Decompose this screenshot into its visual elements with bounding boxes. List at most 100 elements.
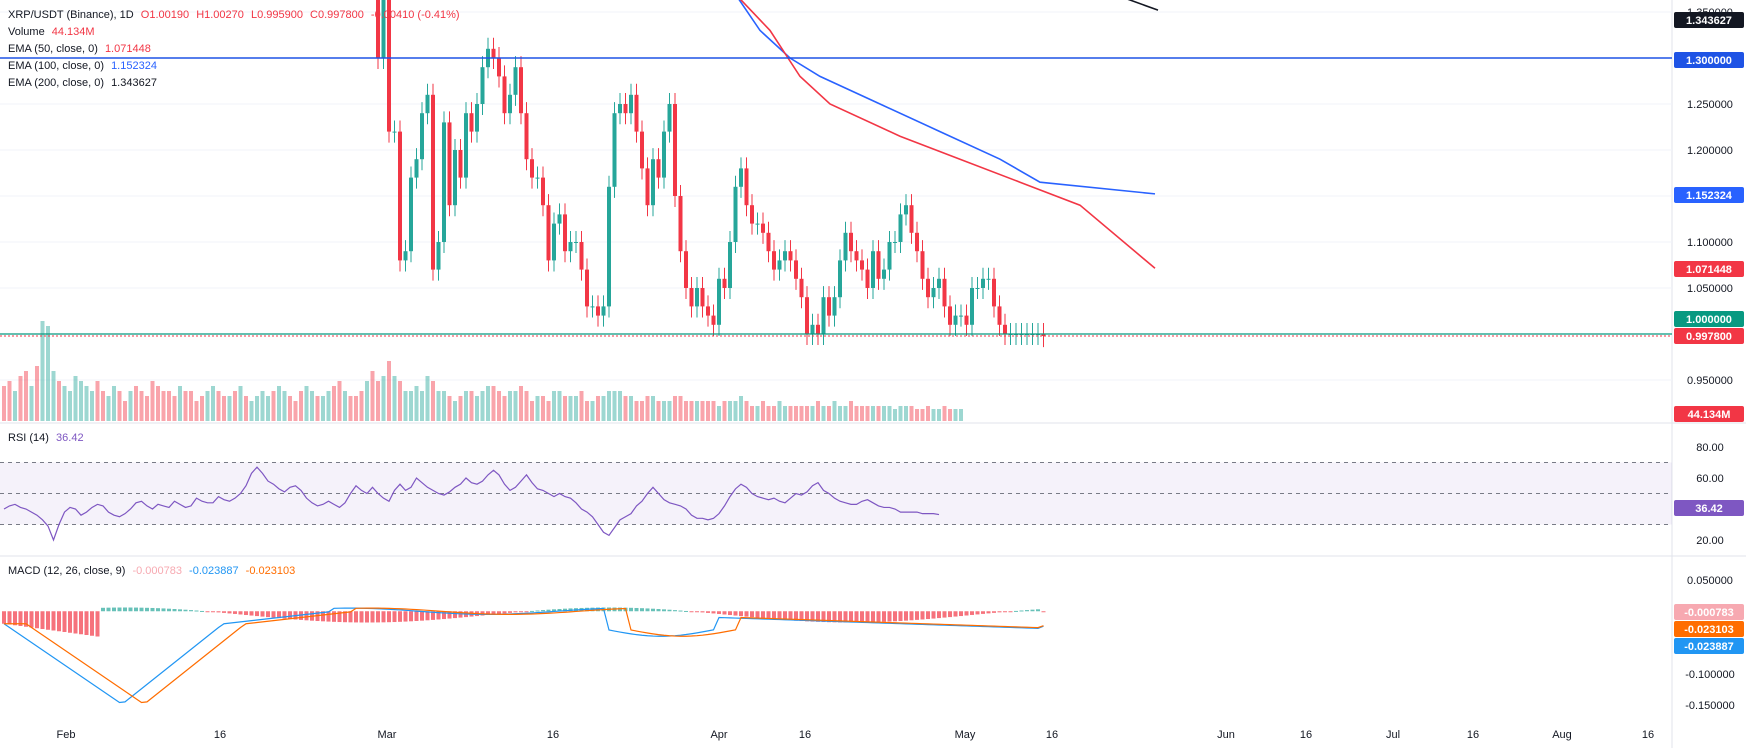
candles bbox=[376, 0, 1046, 348]
candle-body bbox=[854, 251, 859, 261]
volume-bar bbox=[739, 396, 743, 421]
macd-histogram-bar bbox=[546, 609, 551, 612]
macd-histogram-bar bbox=[794, 611, 798, 621]
macd-histogram-bar bbox=[502, 611, 507, 614]
candle-body bbox=[838, 260, 842, 298]
legend-volume[interactable]: Volume 44.134M bbox=[8, 24, 99, 40]
macd-histogram-bar bbox=[893, 611, 897, 622]
macd-histogram-bar bbox=[277, 611, 281, 619]
volume-bar bbox=[332, 386, 336, 421]
legend-ema50[interactable]: EMA (50, close, 0) 1.071448 bbox=[8, 41, 155, 57]
macd-histogram-bar bbox=[178, 609, 182, 612]
macd-histogram-bar bbox=[29, 611, 34, 628]
candle-body bbox=[552, 223, 556, 261]
macd-histogram-bar bbox=[975, 611, 980, 615]
volume-bar bbox=[381, 376, 386, 421]
macd-histogram-bar bbox=[992, 611, 996, 613]
macd-histogram-bar bbox=[282, 611, 287, 619]
macd-histogram-bar bbox=[260, 611, 265, 617]
volume-bar bbox=[959, 409, 963, 421]
candle-body bbox=[563, 214, 567, 252]
volume-bar bbox=[370, 371, 375, 421]
legend-title[interactable]: XRP/USDT (Binance), 1D O1.00190 H1.00270… bbox=[8, 7, 464, 23]
volume-bar bbox=[200, 396, 204, 421]
macd-histogram-bar bbox=[18, 611, 23, 626]
macd-histogram-bar bbox=[167, 608, 171, 612]
macd-histogram-bar bbox=[640, 608, 644, 612]
volume-bar bbox=[552, 391, 556, 421]
horizontal-lines[interactable] bbox=[0, 57, 1672, 337]
ema-lines bbox=[738, 0, 1159, 269]
volume-bar bbox=[172, 396, 177, 421]
volume-bar bbox=[937, 409, 941, 421]
volume-bar bbox=[458, 396, 463, 421]
legend-ema200[interactable]: EMA (200, close, 0) 1.343627 bbox=[8, 75, 161, 91]
volume-bar bbox=[57, 381, 61, 421]
volume-bar bbox=[535, 396, 540, 421]
macd-histogram-bar bbox=[552, 609, 556, 612]
candle-body bbox=[843, 232, 848, 261]
macd-histogram-bar bbox=[205, 611, 210, 613]
rsi-path bbox=[3, 466, 940, 542]
volume-bar bbox=[2, 386, 6, 421]
candle-body bbox=[865, 269, 870, 288]
macd-histogram-bar bbox=[348, 611, 353, 623]
macd-histogram-bar bbox=[183, 609, 188, 612]
candle-body bbox=[755, 223, 760, 225]
candle-body bbox=[893, 242, 897, 243]
macd-histogram-bar bbox=[227, 611, 232, 614]
macd-histogram-bar bbox=[453, 611, 457, 619]
volume-bar bbox=[29, 386, 34, 421]
volume-bar bbox=[827, 406, 831, 421]
volume-bar bbox=[442, 391, 446, 421]
macd-histogram-bar bbox=[838, 611, 842, 623]
grid bbox=[0, 11, 1672, 381]
signal-line bbox=[4, 607, 1044, 704]
x-tick-label: 16 bbox=[799, 729, 811, 741]
candle-body bbox=[458, 150, 463, 178]
legend-macd[interactable]: MACD (12, 26, close, 9) -0.000783 -0.023… bbox=[8, 563, 299, 579]
volume-bar bbox=[90, 391, 94, 421]
candle-body bbox=[937, 278, 941, 288]
volume-bar bbox=[145, 396, 149, 421]
candle-body bbox=[931, 288, 936, 298]
candle-body bbox=[860, 260, 864, 270]
candle-body bbox=[992, 278, 996, 307]
macd-histogram-bar bbox=[211, 611, 215, 613]
macd-histogram-bar bbox=[123, 607, 127, 612]
volume-bar bbox=[409, 391, 413, 421]
volume-bar bbox=[431, 381, 435, 421]
legend-rsi[interactable]: RSI (14) 36.42 bbox=[8, 430, 88, 446]
volume-bar bbox=[414, 386, 419, 421]
candle-body bbox=[414, 159, 419, 178]
candle-body bbox=[1003, 324, 1007, 334]
volume-bar bbox=[898, 406, 903, 421]
volume-bar bbox=[271, 391, 276, 421]
macd-histogram-bar bbox=[442, 611, 446, 620]
volume-bar bbox=[348, 396, 353, 421]
volume-bar bbox=[744, 401, 749, 421]
macd-histogram-bar bbox=[101, 607, 105, 612]
volume-bar bbox=[101, 391, 105, 421]
macd-histogram-bar bbox=[909, 611, 914, 621]
volume-bar bbox=[607, 391, 611, 421]
ema50-line bbox=[739, 0, 1156, 269]
volume-bar bbox=[359, 391, 364, 421]
volume-bar bbox=[46, 326, 50, 421]
macd-histogram-bar bbox=[959, 611, 963, 617]
candle-body bbox=[898, 214, 903, 242]
volume-bar bbox=[634, 401, 639, 421]
volume-bar bbox=[821, 406, 826, 421]
candle-body bbox=[909, 205, 914, 233]
macd-histogram-bar bbox=[62, 611, 67, 632]
volume-bar bbox=[695, 401, 699, 421]
symbol-label[interactable]: XRP/USDT (Binance), 1D bbox=[8, 9, 134, 21]
volume-bar bbox=[398, 381, 402, 421]
candle-body bbox=[381, 0, 386, 58]
macd-histogram-bar bbox=[733, 611, 738, 616]
legend-ema100[interactable]: EMA (100, close, 0) 1.152324 bbox=[8, 58, 161, 74]
ema100-badge-text: 1.152324 bbox=[1686, 190, 1733, 202]
x-tick-label: Feb bbox=[57, 729, 76, 741]
macd-histogram-bar bbox=[618, 607, 622, 612]
